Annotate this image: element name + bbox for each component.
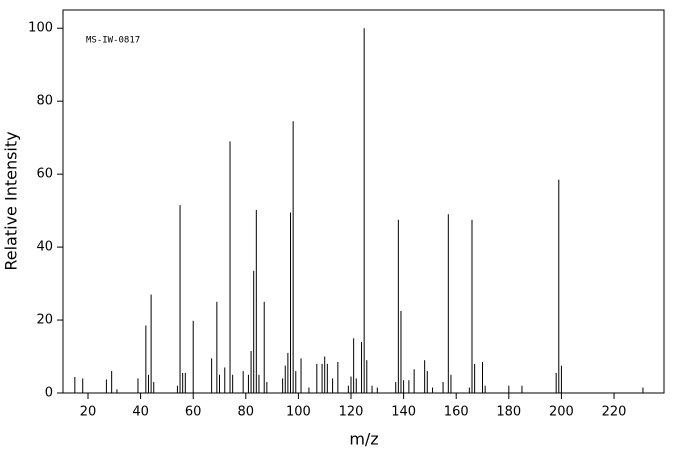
x-tick-label: 180 [496,405,521,420]
x-tick-label: 160 [444,405,469,420]
y-tick-label: 20 [36,313,53,328]
y-tick-label: 0 [45,386,53,401]
annotation: MS-IW-0817 [86,36,140,46]
x-tick-label: 220 [602,405,627,420]
plot-frame [62,9,665,394]
y-tick-label: 80 [36,94,53,109]
y-axis-label: Relative Intensity [2,131,21,270]
x-tick-label: 120 [339,405,364,420]
x-tick-label: 100 [286,405,311,420]
x-tick-label: 140 [391,405,416,420]
x-tick-label: 80 [238,405,255,420]
x-tick-label: 60 [185,405,202,420]
x-axis-label: m/z [349,430,378,449]
x-tick-label: 20 [80,405,97,420]
y-tick-label: 40 [36,240,53,255]
y-tick-label: 100 [28,21,53,36]
y-tick-label: 60 [36,167,53,182]
x-tick-label: 200 [549,405,574,420]
x-tick-label: 40 [132,405,149,420]
